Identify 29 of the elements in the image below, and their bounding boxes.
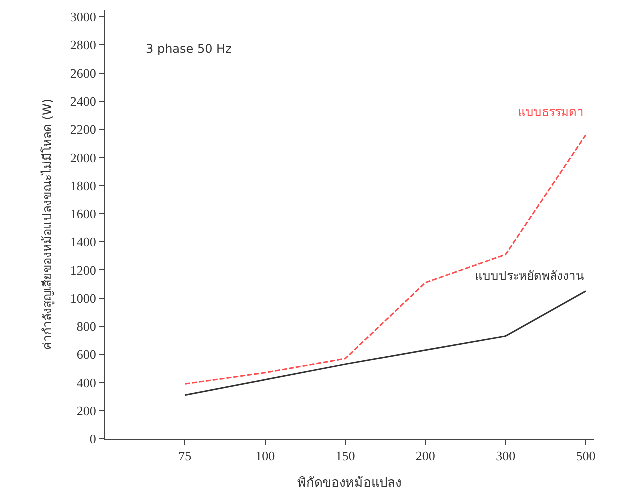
y-tick-label: 1800 [70,178,96,194]
y-tick-label: 200 [76,403,96,418]
line-series [184,134,587,385]
y-tick-label: 600 [76,347,96,362]
y-tick-label: 1000 [70,290,96,306]
y-tick-label: 1600 [70,206,96,222]
y-axis-title: ค่ากำลังสูญเสียของหม้อแปลงขณะไม่มีโหลด (W) [40,98,56,350]
y-tick-label: 400 [76,375,96,390]
y-tick-label: 1200 [70,262,96,278]
y-tick-label: 2400 [70,94,96,109]
series-label: แบบธรรมดา [518,105,584,119]
x-tick-label: 300 [496,448,516,464]
y-tick-label: 0 [90,432,96,447]
x-tick-label: 100 [256,448,276,464]
line-series [184,290,587,396]
x-tick-label: 500 [576,448,596,464]
y-tick-label: 800 [76,319,96,334]
annotation: 3 phase 50 Hz [146,42,232,56]
series-label: แบบประหยัดพลังงาน [475,269,584,283]
y-tick-label: 2000 [70,150,96,166]
y-tick-label: 2200 [70,122,96,138]
x-tick-label: 150 [336,448,356,464]
y-tick-label: 2800 [70,38,96,53]
y-tick-label: 2600 [70,66,96,81]
x-tick-label: 200 [416,448,436,464]
x-tick-label: 75 [178,448,192,464]
y-tick-label: 1400 [70,234,96,250]
x-axis-title: พิกัดของหม้อแปลง [298,476,402,492]
y-tick-label: 3000 [70,10,96,25]
